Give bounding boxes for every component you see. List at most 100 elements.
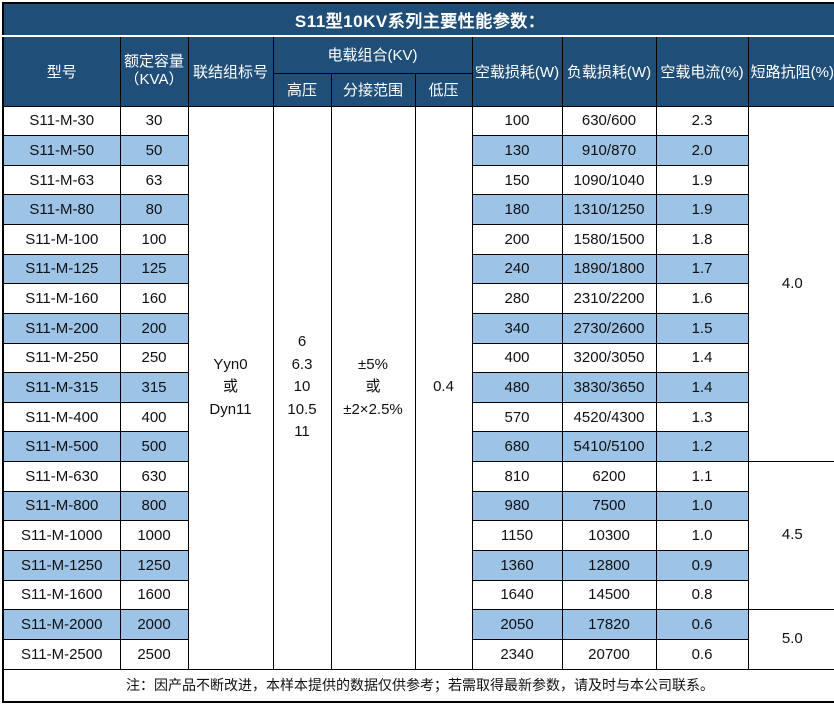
capacity-cell: 400 [119,401,189,433]
col-header-load-combination: 电载组合(KV) [272,35,473,74]
low-voltage-cell: 0.4 [414,105,473,670]
no-load-current-cell: 2.3 [655,105,749,137]
no-load-current-cell: 1.4 [655,342,749,374]
capacity-cell: 800 [119,490,189,522]
no-load-loss-cell: 240 [471,253,563,285]
load-loss-cell: 7500 [561,490,657,522]
model-cell: S11-M-1000 [2,520,121,551]
capacity-cell: 1600 [119,579,189,611]
load-loss-cell: 17820 [561,609,657,640]
capacity-cell: 1250 [119,549,189,581]
no-load-loss-cell: 200 [471,224,563,255]
table-row: S11-M-2000 2000 2050 17820 0.6 5.0 [2,609,834,670]
model-cell: S11-M-500 [2,431,121,462]
capacity-cell: 250 [119,342,189,374]
model-cell: S11-M-100 [2,224,121,255]
impedance-cell: 4.0 [747,105,834,462]
model-cell: S11-M-250 [2,342,121,374]
no-load-loss-cell: 1360 [471,549,563,581]
no-load-loss-cell: 2340 [471,638,563,670]
table-row: S11-M-200 200 340 2730/2600 1.5 [2,312,834,344]
model-cell: S11-M-400 [2,401,121,433]
no-load-current-cell: 2.0 [655,135,749,166]
model-cell: S11-M-800 [2,490,121,522]
col-header-no-load-loss: 空载损耗(W) [471,35,563,107]
capacity-cell: 500 [119,431,189,462]
no-load-current-cell: 1.1 [655,461,749,492]
col-header-low-voltage: 低压 [414,72,473,107]
load-loss-cell: 630/600 [561,105,657,137]
no-load-loss-cell: 340 [471,312,563,344]
capacity-cell: 63 [119,164,189,196]
col-header-impedance: 短路抗阻(%) [747,35,834,107]
capacity-cell: 50 [119,135,189,166]
no-load-current-cell: 1.6 [655,283,749,314]
table-row: S11-M-1600 1600 1640 14500 0.8 [2,579,834,611]
capacity-cell: 200 [119,312,189,344]
no-load-current-cell: 1.7 [655,253,749,285]
capacity-cell: 315 [119,372,189,403]
table-row: S11-M-500 500 680 5410/5100 1.2 [2,431,834,462]
capacity-cell: 100 [119,224,189,255]
no-load-loss-cell: 1150 [471,520,563,551]
no-load-loss-cell: 180 [471,194,563,225]
capacity-cell: 2000 [119,609,189,640]
table-row: S11-M-50 50 130 910/870 2.0 [2,135,834,166]
table-row: S11-M-1000 1000 1150 10300 1.0 [2,520,834,551]
no-load-current-cell: 0.8 [655,579,749,611]
col-header-high-voltage: 高压 [272,72,332,107]
load-loss-cell: 2310/2200 [561,283,657,314]
model-cell: S11-M-200 [2,312,121,344]
load-loss-cell: 2730/2600 [561,312,657,344]
tap-range-cell: ±5% 或 ±2×2.5% [330,105,416,670]
no-load-current-cell: 1.3 [655,401,749,433]
no-load-loss-cell: 810 [471,461,563,492]
impedance-cell: 5.0 [747,609,834,670]
load-loss-cell: 1090/1040 [561,164,657,196]
load-loss-cell: 6200 [561,461,657,492]
load-loss-cell: 3200/3050 [561,342,657,374]
model-cell: S11-M-160 [2,283,121,314]
no-load-current-cell: 1.0 [655,520,749,551]
table-row: S11-M-160 160 280 2310/2200 1.6 [2,283,834,314]
no-load-loss-cell: 980 [471,490,563,522]
col-header-load-loss: 负载损耗(W) [561,35,657,107]
table-row: S11-M-80 80 180 1310/1250 1.9 [2,194,834,225]
capacity-cell: 80 [119,194,189,225]
vector-group-cell: Yyn0 或 Dyn11 [187,105,274,670]
load-loss-cell: 4520/4300 [561,401,657,433]
model-cell: S11-M-125 [2,253,121,285]
no-load-loss-cell: 100 [471,105,563,137]
model-cell: S11-M-315 [2,372,121,403]
load-loss-cell: 3830/3650 [561,372,657,403]
load-loss-cell: 14500 [561,579,657,611]
table-row: S11-M-400 400 570 4520/4300 1.3 [2,401,834,433]
impedance-cell: 4.5 [747,460,834,611]
page-title: S11型10KV系列主要性能参数： [2,2,834,37]
table-row: S11-M-1250 1250 1360 12800 0.9 [2,549,834,581]
model-cell: S11-M-50 [2,135,121,166]
model-cell: S11-M-1250 [2,549,121,581]
no-load-loss-cell: 280 [471,283,563,314]
no-load-current-cell: 1.0 [655,490,749,522]
load-loss-cell: 1310/1250 [561,194,657,225]
table-row: S11-M-30 30 Yyn0 或 Dyn11 6 6.3 10 10.5 11 ±5… [2,105,834,670]
col-header-capacity: 额定容量 （KVA） [119,35,189,107]
capacity-cell: 125 [119,253,189,285]
table-row: S11-M-63 63 150 1090/1040 1.9 [2,164,834,196]
no-load-loss-cell: 130 [471,135,563,166]
no-load-current-cell: 1.5 [655,312,749,344]
table-body: S11-M-30 30 Yyn0 或 Dyn11 6 6.3 10 10.5 11 ±5… [2,105,834,670]
no-load-loss-cell: 150 [471,164,563,196]
no-load-loss-cell: 2050 [471,609,563,640]
footer-note: 注：因产品不断改进，本样本提供的数据仅供参考；若需取得最新参数，请及时与本公司联… [2,668,834,703]
header-row-2: 高压 分接范围 低压 [3,72,834,107]
no-load-current-cell: 1.8 [655,224,749,255]
capacity-cell: 630 [119,461,189,492]
col-header-model: 型号 [2,35,121,107]
load-loss-cell: 20700 [561,638,657,670]
model-cell: S11-M-2500 [2,638,121,670]
col-header-vector-group: 联结组标号 [187,35,274,107]
no-load-current-cell: 1.4 [655,372,749,403]
